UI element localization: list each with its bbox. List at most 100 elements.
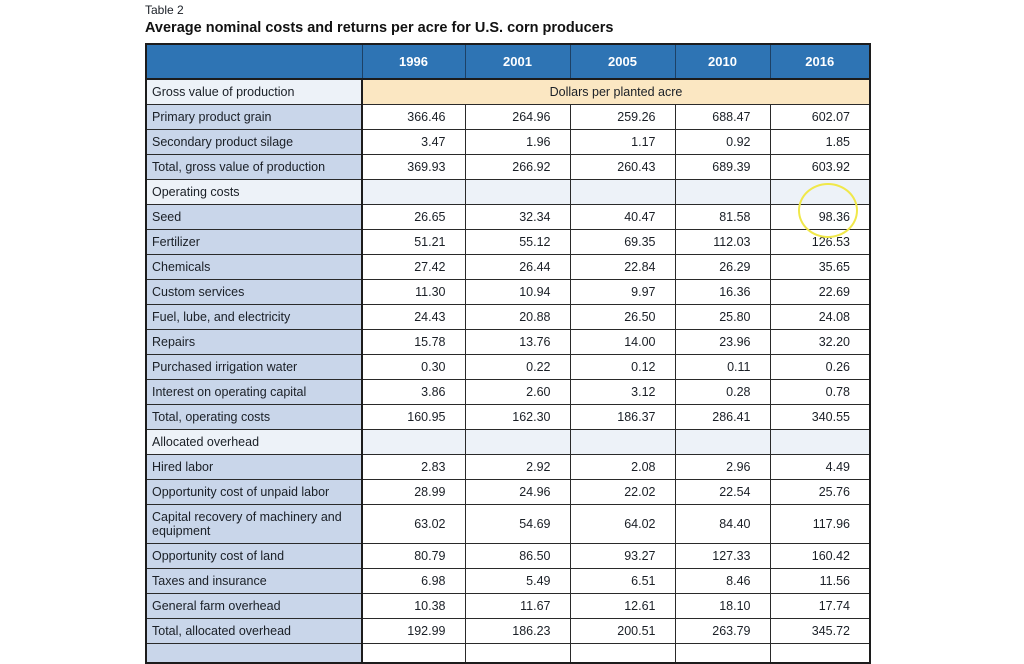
value-cell: 22.54 [674, 479, 771, 505]
value-cell: 16.36 [674, 279, 771, 305]
value-cell: 63.02 [361, 504, 466, 544]
row-label-cell: Purchased irrigation water [145, 354, 363, 380]
value-cell: 28.99 [361, 479, 466, 505]
table-row: Repairs 15.78 13.76 14.00 23.96 32.20 [145, 329, 871, 355]
value-cell [569, 429, 676, 455]
value-cell [769, 429, 871, 455]
value-cell: 35.65 [769, 254, 871, 280]
table-row: Interest on operating capital 3.86 2.60 3.1… [145, 379, 871, 405]
row-label-cell: Fuel, lube, and electricity [145, 304, 363, 330]
value-cell: 603.92 [769, 154, 871, 180]
value-cell [361, 643, 466, 664]
value-cell: 55.12 [464, 229, 571, 255]
value-cell: 18.10 [674, 593, 771, 619]
value-cell: 2.96 [674, 454, 771, 480]
row-label-cell: Operating costs [145, 179, 363, 205]
value-cell: 602.07 [769, 104, 871, 130]
value-cell: 25.76 [769, 479, 871, 505]
header-year-2005: 2005 [569, 43, 676, 80]
value-cell: 340.55 [769, 404, 871, 430]
value-cell: 286.41 [674, 404, 771, 430]
value-cell: 127.33 [674, 543, 771, 569]
value-cell: 3.12 [569, 379, 676, 405]
value-cell: 93.27 [569, 543, 676, 569]
value-cell: 259.26 [569, 104, 676, 130]
value-cell: 9.97 [569, 279, 676, 305]
table-row: Taxes and insurance 6.98 5.49 6.51 8.46 11.56 [145, 568, 871, 594]
row-label-cell: General farm overhead [145, 593, 363, 619]
value-cell: 32.20 [769, 329, 871, 355]
page-title: Average nominal costs and returns per ac… [145, 20, 614, 36]
row-label-cell: Total, gross value of production [145, 154, 363, 180]
value-cell: 266.92 [464, 154, 571, 180]
table-row: Primary product grain 366.46 264.96 259.26 6… [145, 104, 871, 130]
table-row: Purchased irrigation water 0.30 0.22 0.12 0.… [145, 354, 871, 380]
value-cell [569, 643, 676, 664]
value-cell [769, 643, 871, 664]
value-cell: 14.00 [569, 329, 676, 355]
table-row: Operating costs [145, 179, 871, 205]
table-body: Gross value of production Dollars per pla… [145, 78, 871, 664]
value-cell: 192.99 [361, 618, 466, 644]
value-cell: 11.56 [769, 568, 871, 594]
value-cell: 64.02 [569, 504, 676, 544]
value-cell: 22.69 [769, 279, 871, 305]
value-cell [464, 429, 571, 455]
table-row: Total, allocated overhead 192.99 186.23 200… [145, 618, 871, 644]
row-label-cell: Taxes and insurance [145, 568, 363, 594]
value-cell: 98.36 [769, 204, 871, 230]
value-cell [361, 429, 466, 455]
row-label-cell: Chemicals [145, 254, 363, 280]
value-cell: 3.86 [361, 379, 466, 405]
row-label-cell: Opportunity cost of unpaid labor [145, 479, 363, 505]
header-empty-cell [145, 43, 363, 80]
value-cell: 186.23 [464, 618, 571, 644]
value-cell: 11.67 [464, 593, 571, 619]
value-cell: 2.60 [464, 379, 571, 405]
value-cell: 27.42 [361, 254, 466, 280]
value-cell: 10.38 [361, 593, 466, 619]
row-label-cell: Secondary product silage [145, 129, 363, 155]
table-row: Chemicals 27.42 26.44 22.84 26.29 35.65 [145, 254, 871, 280]
value-cell: 160.95 [361, 404, 466, 430]
value-cell: 0.12 [569, 354, 676, 380]
value-cell: 24.96 [464, 479, 571, 505]
row-label-cell: Hired labor [145, 454, 363, 480]
row-label-cell: Opportunity cost of land [145, 543, 363, 569]
value-cell: 1.85 [769, 129, 871, 155]
table-row: Total, operating costs 160.95 162.30 186.37… [145, 404, 871, 430]
value-cell: 26.50 [569, 304, 676, 330]
table-row: Allocated overhead [145, 429, 871, 455]
table-row [145, 643, 871, 664]
value-cell: 3.47 [361, 129, 466, 155]
value-cell: 80.79 [361, 543, 466, 569]
row-label-cell: Total, allocated overhead [145, 618, 363, 644]
table-row: General farm overhead 10.38 11.67 12.61 18.1… [145, 593, 871, 619]
table-row: Opportunity cost of land 80.79 86.50 93.27 1… [145, 543, 871, 569]
value-cell: 117.96 [769, 504, 871, 544]
table-row: Hired labor 2.83 2.92 2.08 2.96 4.49 [145, 454, 871, 480]
row-label-cell: Interest on operating capital [145, 379, 363, 405]
value-cell [674, 179, 771, 205]
value-cell [674, 429, 771, 455]
value-cell: 126.53 [769, 229, 871, 255]
value-cell: 160.42 [769, 543, 871, 569]
value-cell: 25.80 [674, 304, 771, 330]
header-year-2010: 2010 [674, 43, 771, 80]
value-cell: 688.47 [674, 104, 771, 130]
row-label-cell: Capital recovery of machinery and equipm… [145, 504, 363, 544]
row-label-cell: Custom services [145, 279, 363, 305]
table-row: Fertilizer 51.21 55.12 69.35 112.03 126.53 [145, 229, 871, 255]
value-cell: 0.30 [361, 354, 466, 380]
value-cell: 86.50 [464, 543, 571, 569]
value-cell [769, 179, 871, 205]
table-row: Custom services 11.30 10.94 9.97 16.36 22.69 [145, 279, 871, 305]
value-cell: 0.26 [769, 354, 871, 380]
value-cell: 263.79 [674, 618, 771, 644]
value-cell: 6.98 [361, 568, 466, 594]
row-label-cell: Fertilizer [145, 229, 363, 255]
value-cell: 0.92 [674, 129, 771, 155]
value-cell: 11.30 [361, 279, 466, 305]
header-year-1996: 1996 [361, 43, 466, 80]
value-cell: 2.08 [569, 454, 676, 480]
